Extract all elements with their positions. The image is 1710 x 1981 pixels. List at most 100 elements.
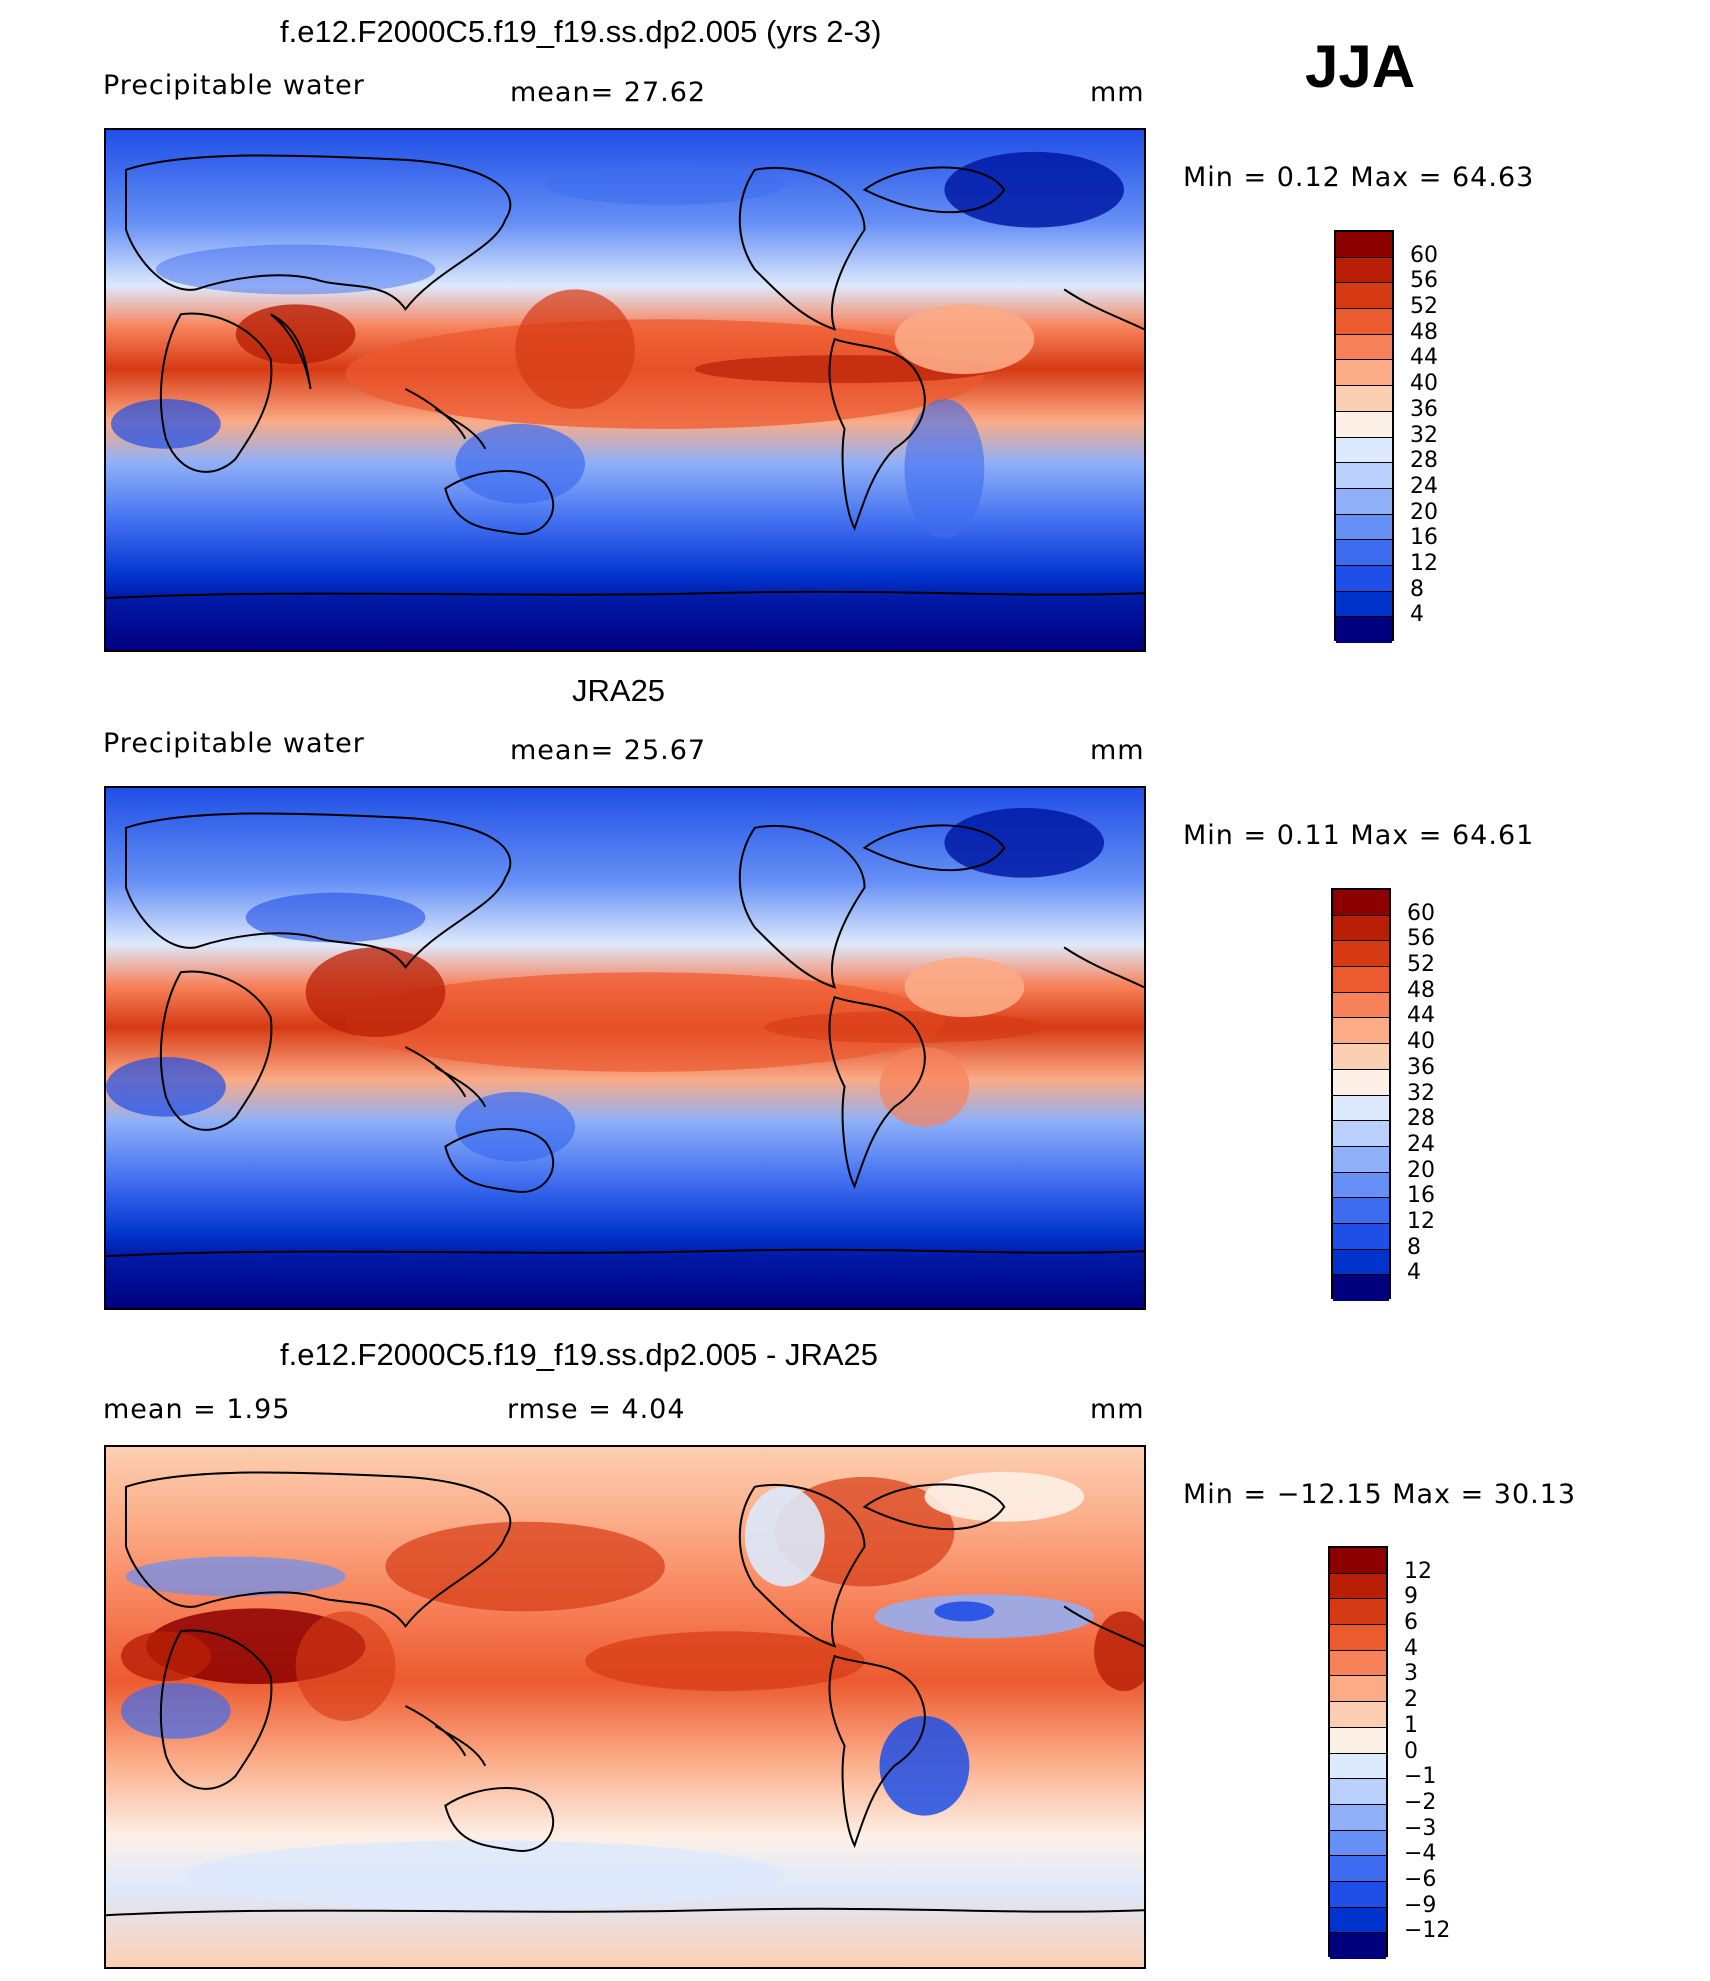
colorbar-segment (1330, 1650, 1386, 1677)
panel-model-map (104, 128, 1146, 652)
colorbar-tick-label: 48 (1407, 977, 1435, 1003)
colorbar-tick-label: 52 (1407, 952, 1435, 978)
colorbar-segment (1330, 1599, 1386, 1626)
colorbar-segment (1336, 437, 1392, 464)
colorbar-tick-label: −1 (1404, 1764, 1437, 1790)
colorbar-segment (1330, 1702, 1386, 1728)
colorbar-tick-label: 16 (1407, 1183, 1435, 1209)
colorbar-segment (1330, 1881, 1386, 1908)
colorbar-segment (1330, 1727, 1386, 1754)
colorbar-tick-label: 48 (1410, 319, 1438, 345)
colorbar-segment (1333, 1249, 1389, 1276)
colorbar-segment (1333, 915, 1389, 942)
colorbar-tick-label: 12 (1407, 1208, 1435, 1234)
panel-model-title: f.e12.F2000C5.f19_f19.ss.dp2.005 (yrs 2-… (280, 14, 882, 49)
colorbar-tick-label: 52 (1410, 294, 1438, 320)
colorbar-tick-label: 8 (1407, 1234, 1421, 1260)
colorbar-tick-label: 56 (1410, 268, 1438, 294)
colorbar-segment (1336, 334, 1392, 361)
colorbar-tick-label: 0 (1404, 1738, 1418, 1764)
colorbar-tick-label: −12 (1404, 1918, 1451, 1944)
colorbar-tick-label: −4 (1404, 1841, 1437, 1867)
panel-diff-minmax: Min = −12.15 Max = 30.13 (1183, 1479, 1577, 1510)
colorbar-segment (1330, 1933, 1386, 1959)
colorbar-segment (1336, 309, 1392, 335)
colorbar-segment (1336, 411, 1392, 438)
colorbar-segment (1333, 1275, 1389, 1301)
panel-obs-map (104, 786, 1146, 1310)
colorbar-segment (1333, 1223, 1389, 1250)
colorbar-segment (1333, 992, 1389, 1019)
colorbar-tick-label: 4 (1404, 1635, 1418, 1661)
colorbar-segment (1330, 1779, 1386, 1805)
colorbar-tick-label: 8 (1410, 576, 1424, 602)
panel-diff-title: f.e12.F2000C5.f19_f19.ss.dp2.005 - JRA25 (280, 1337, 879, 1372)
panel-diff-rmse: rmse = 4.04 (507, 1394, 686, 1425)
colorbar-tick-label: 44 (1410, 345, 1438, 371)
colorbar-segment (1336, 591, 1392, 618)
colorbar-segment (1333, 1018, 1389, 1045)
colorbar-segment (1333, 1095, 1389, 1122)
colorbar-segment (1330, 1856, 1386, 1882)
colorbar-tick-label: 12 (1410, 550, 1438, 576)
colorbar-segment (1336, 514, 1392, 541)
colorbar-tick-label: 32 (1410, 422, 1438, 448)
colorbar-segment (1330, 1830, 1386, 1857)
colorbar-tick-label: 32 (1407, 1080, 1435, 1106)
panel-diff-map (104, 1445, 1146, 1969)
colorbar-tick-label: 28 (1407, 1106, 1435, 1132)
panel-diff-units: mm (1090, 1394, 1145, 1425)
colorbar-tick-label: 12 (1404, 1558, 1432, 1584)
panel-obs-units: mm (1090, 735, 1145, 766)
colorbar-segment (1336, 463, 1392, 489)
panel-model-colorbar (1334, 230, 1394, 643)
colorbar-tick-label: 2 (1404, 1687, 1418, 1713)
season-label: JJA (1305, 33, 1416, 100)
colorbar-tick-label: 3 (1404, 1661, 1418, 1687)
colorbar-segment (1330, 1804, 1386, 1831)
colorbar-tick-label: 60 (1407, 900, 1435, 926)
panel-obs-colorbar (1331, 888, 1391, 1301)
colorbar-tick-label: 4 (1410, 602, 1424, 628)
panel-model-variable-label: Precipitable water (103, 70, 365, 101)
colorbar-segment (1333, 1146, 1389, 1173)
colorbar-segment (1333, 967, 1389, 993)
colorbar-segment (1336, 617, 1392, 643)
panel-obs-title: JRA25 (572, 673, 666, 708)
colorbar-tick-label: 28 (1410, 448, 1438, 474)
colorbar-segment (1336, 360, 1392, 387)
panel-obs-minmax: Min = 0.11 Max = 64.61 (1183, 820, 1535, 851)
colorbar-tick-label: 4 (1407, 1260, 1421, 1286)
panel-diff-mean: mean = 1.95 (103, 1394, 291, 1425)
colorbar-tick-label: 40 (1410, 371, 1438, 397)
colorbar-tick-label: 56 (1407, 926, 1435, 952)
colorbar-segment (1336, 283, 1392, 310)
colorbar-segment (1330, 1548, 1386, 1574)
colorbar-tick-label: 16 (1410, 525, 1438, 551)
colorbar-tick-label: 1 (1404, 1712, 1418, 1738)
colorbar-segment (1336, 565, 1392, 592)
colorbar-tick-label: 20 (1407, 1157, 1435, 1183)
panel-model-minmax: Min = 0.12 Max = 64.63 (1183, 162, 1535, 193)
colorbar-tick-label: 24 (1407, 1131, 1435, 1157)
colorbar-segment (1333, 941, 1389, 968)
colorbar-segment (1333, 1069, 1389, 1096)
colorbar-segment (1330, 1676, 1386, 1703)
colorbar-segment (1336, 488, 1392, 515)
colorbar-tick-label: 40 (1407, 1029, 1435, 1055)
colorbar-tick-label: 9 (1404, 1584, 1418, 1610)
panel-obs-variable-label: Precipitable water (103, 728, 365, 759)
colorbar-tick-label: 60 (1410, 242, 1438, 268)
colorbar-segment (1336, 540, 1392, 566)
colorbar-tick-label: 36 (1407, 1054, 1435, 1080)
colorbar-segment (1333, 1172, 1389, 1199)
colorbar-segment (1333, 1044, 1389, 1070)
colorbar-tick-label: 6 (1404, 1610, 1418, 1636)
colorbar-segment (1336, 232, 1392, 258)
colorbar-segment (1333, 890, 1389, 916)
colorbar-segment (1330, 1753, 1386, 1780)
colorbar-segment (1330, 1907, 1386, 1934)
colorbar-tick-label: −6 (1404, 1866, 1437, 1892)
panel-model-units: mm (1090, 77, 1145, 108)
colorbar-tick-label: 24 (1410, 473, 1438, 499)
